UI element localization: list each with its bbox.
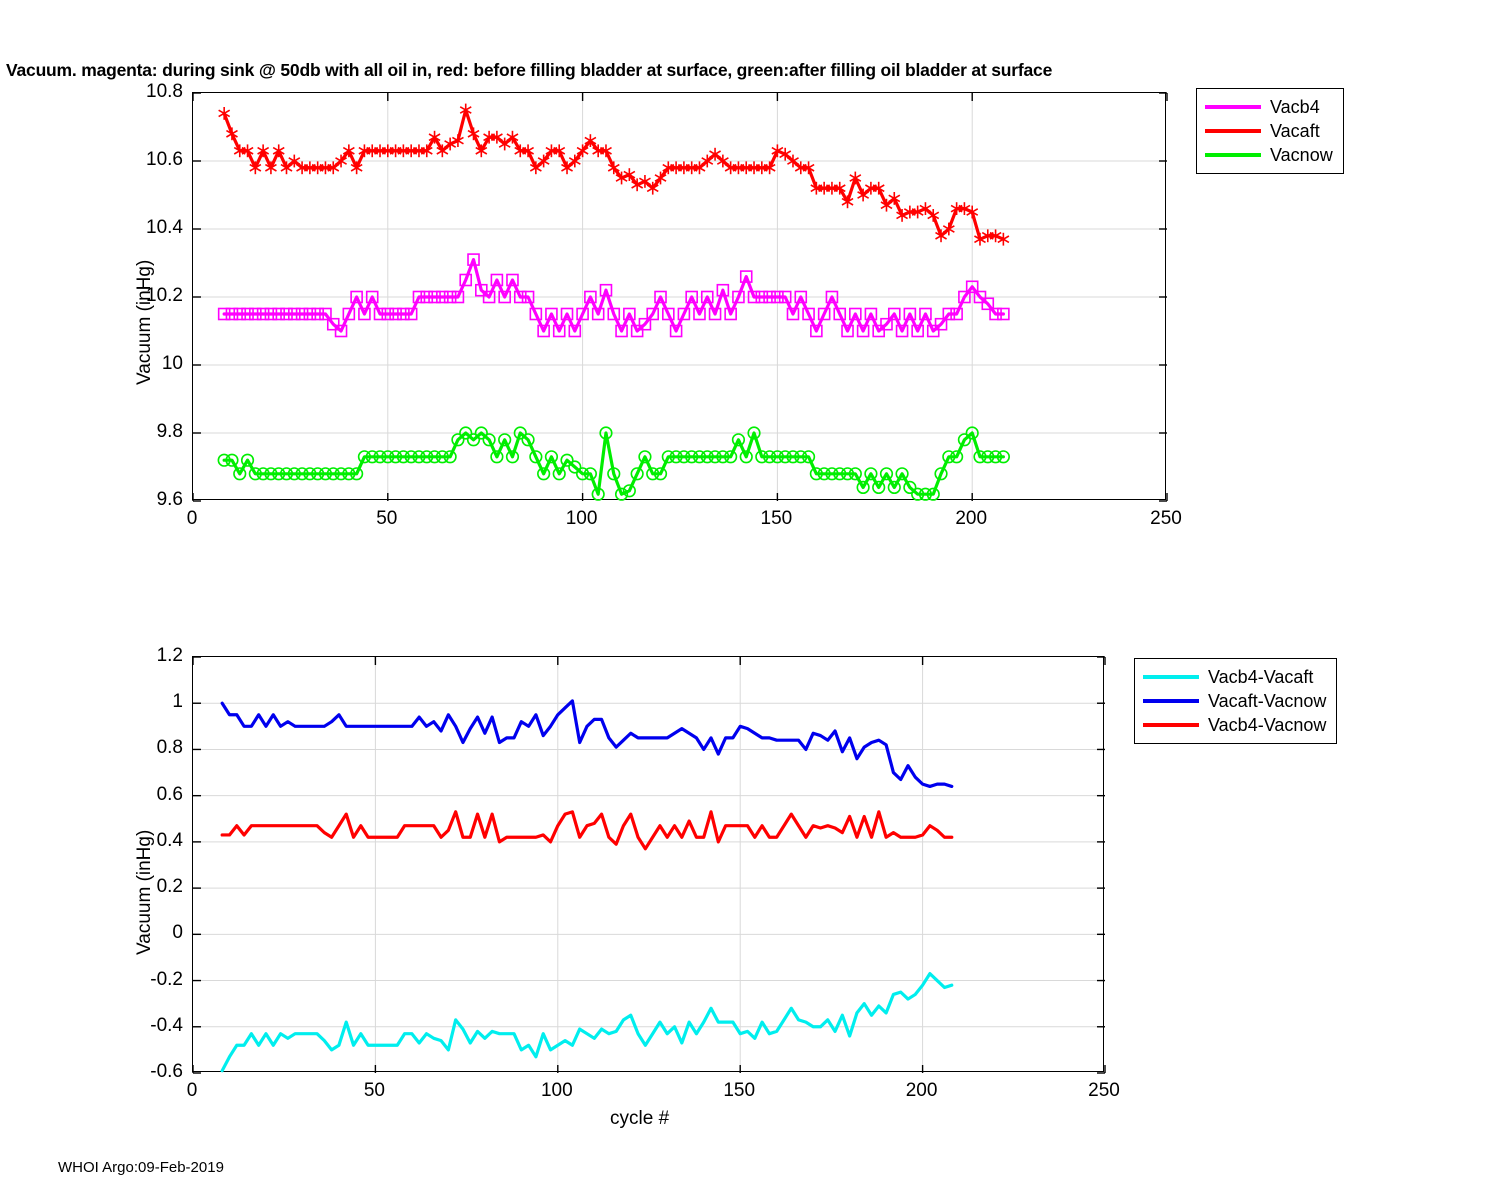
series-Vacb4-Vacaft (220, 972, 954, 1073)
top-chart-x-tick-label: 150 (760, 508, 793, 529)
bottom-chart-x-tick-label: 50 (363, 1080, 385, 1101)
legend-item-label: Vacaft (1270, 120, 1320, 141)
top-chart-y-tick-label: 10.8 (146, 81, 183, 102)
top-chart-y-tick-label: 10.2 (146, 285, 183, 306)
bottom-chart-y-tick-label: 0.2 (156, 876, 183, 898)
top-chart-y-tick-label: 10.6 (146, 149, 183, 170)
legend-item-label: Vacb4-Vacnow (1208, 714, 1327, 735)
top-chart-x-tick-label: 100 (565, 508, 598, 529)
legend-item-label: Vacb4-Vacaft (1208, 666, 1314, 687)
bottom-chart-y-tick-label: 1.2 (156, 645, 183, 666)
bottom-chart-legend-item[interactable]: Vacaft-Vacnow (1143, 689, 1326, 713)
series-Vacb4-Vacnow (220, 810, 954, 851)
bottom-chart-legend: Vacb4-Vacaft Vacaft-Vacnow Vacb4-Vacnow (1134, 658, 1338, 744)
bottom-chart-x-axis-label: cycle # (610, 1108, 670, 1129)
bottom-chart-y-tick-label: 0 (172, 922, 183, 944)
figure-footer: WHOI Argo:09-Feb-2019 (58, 1159, 224, 1176)
top-chart-x-tick-label: 0 (186, 508, 198, 529)
top-chart-y-tick-label: 10.4 (146, 217, 183, 238)
top-chart-x-tick-label: 200 (955, 508, 988, 529)
bottom-chart-legend-item[interactable]: Vacb4-Vacnow (1143, 713, 1326, 737)
top-chart-y-axis-label: Vacuum (inHg) (134, 259, 155, 385)
top-chart-svg (192, 92, 1168, 502)
bottom-chart-plot-area (192, 656, 1106, 1074)
bottom-chart-y-tick-label: 1 (172, 691, 183, 713)
bottom-chart-x-tick-label: 250 (1088, 1080, 1120, 1101)
legend-color-swatch (1143, 699, 1199, 703)
bottom-chart-x-tick-label: 0 (186, 1080, 198, 1101)
series-Vacaft-Vacnow (220, 699, 954, 789)
bottom-chart-y-tick-label: -0.6 (150, 1061, 183, 1082)
series-Vacaft (218, 103, 1010, 246)
legend-color-swatch (1205, 105, 1261, 109)
top-chart-y-tick-label: 10 (161, 353, 183, 374)
bottom-chart-svg (192, 656, 1106, 1074)
series-Vacb4 (217, 253, 1010, 338)
bottom-chart-x-tick-label: 100 (540, 1080, 573, 1101)
top-chart-legend-item[interactable]: Vacb4 (1205, 95, 1333, 119)
bottom-chart-x-tick-label: 200 (905, 1080, 938, 1101)
series-Vacnow (217, 426, 1010, 501)
bottom-chart-legend-item[interactable]: Vacb4-Vacaft (1143, 665, 1326, 689)
bottom-chart-y-tick-label: 0.8 (156, 737, 183, 759)
bottom-chart-y-axis-label: Vacuum (inHg) (134, 829, 155, 955)
bottom-chart-y-tick-label: -0.2 (150, 968, 183, 990)
top-chart-x-tick-label: 250 (1150, 508, 1182, 529)
legend-item-label: Vacaft-Vacnow (1208, 690, 1327, 711)
top-chart-plot-area (192, 92, 1168, 502)
bottom-chart-y-tick-label: 0.4 (156, 829, 183, 851)
legend-color-swatch (1205, 129, 1261, 133)
top-chart-y-tick-label: 9.8 (156, 421, 183, 442)
top-chart-y-tick-label: 9.6 (156, 489, 183, 510)
legend-item-label: Vacnow (1270, 144, 1333, 165)
bottom-chart-y-tick-label: -0.4 (150, 1014, 183, 1036)
bottom-chart-x-tick-label: 150 (723, 1080, 756, 1101)
legend-color-swatch (1205, 153, 1261, 157)
legend-item-label: Vacb4 (1270, 96, 1320, 117)
figure-title: Vacuum. magenta: during sink @ 50db with… (6, 60, 1053, 80)
top-chart-x-tick-label: 50 (376, 508, 398, 529)
top-chart-legend: Vacb4 Vacaft Vacnow (1196, 88, 1344, 174)
legend-color-swatch (1143, 723, 1199, 727)
legend-color-swatch (1143, 675, 1199, 679)
top-chart-legend-item[interactable]: Vacnow (1205, 143, 1333, 167)
bottom-chart-y-tick-label: 0.6 (156, 783, 183, 805)
top-chart-legend-item[interactable]: Vacaft (1205, 119, 1333, 143)
